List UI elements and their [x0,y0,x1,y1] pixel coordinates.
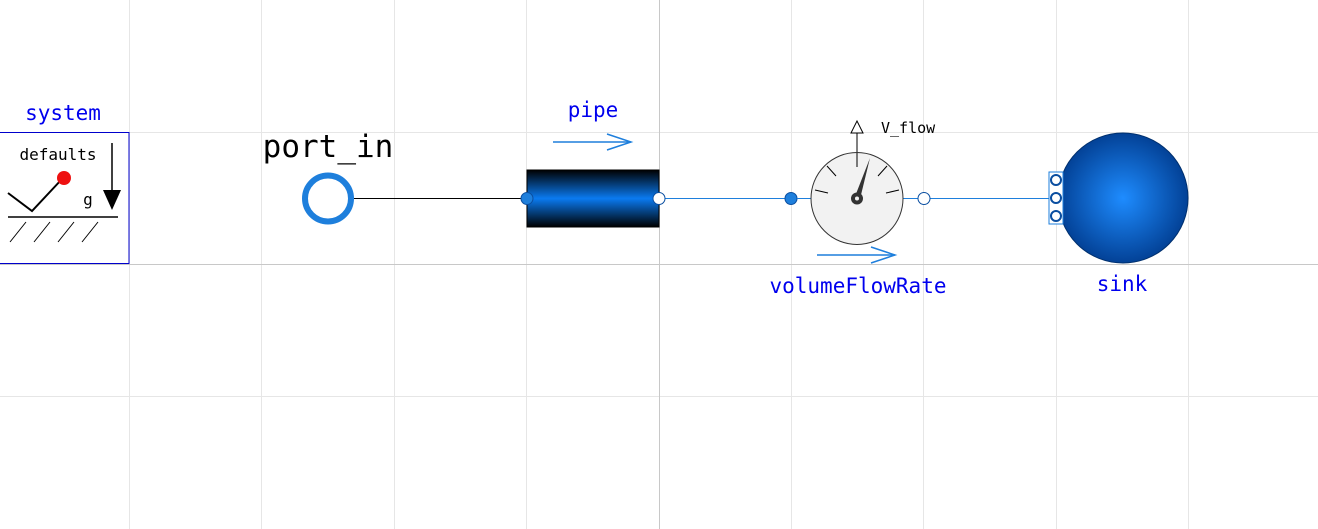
pipe-port-b[interactable] [652,192,666,205]
port-in-label: port_in [263,129,394,165]
system-pendulum-icon [7,178,63,213]
port-in-icon [302,172,354,225]
system-ground-hatch-icon [9,221,99,243]
volume-flow-rate-component[interactable]: V_flow volumeFlowRate [769,119,946,298]
system-defaults-text: defaults [19,145,96,164]
volume-flow-rate-label: volumeFlowRate [769,274,946,298]
sensor-needle-hub-center [855,196,859,201]
pipe-label: pipe [568,98,619,122]
pipe-component[interactable]: pipe [520,98,666,228]
pipe-body [526,169,660,228]
system-label: system [25,101,101,125]
pipe-flow-arrow-icon [553,133,634,151]
system-mass-icon [57,171,71,185]
sink-body-icon [1057,132,1189,264]
sink-port-2[interactable] [1050,192,1062,204]
v-flow-output-icon[interactable] [850,119,864,152]
system-g-text: g [83,190,93,209]
sink-port-1[interactable] [1050,174,1062,186]
system-component[interactable]: system defaults g [0,101,130,264]
pipe-port-a[interactable] [520,192,534,205]
sensor-port-b[interactable] [917,192,931,205]
v-flow-label: V_flow [881,119,936,137]
sensor-needle-icon [854,158,870,199]
sensor-flow-arrow-icon [817,246,898,264]
sink-component[interactable]: sink [1048,132,1189,296]
sink-port-3[interactable] [1050,210,1062,222]
sink-label: sink [1097,272,1148,296]
port-in-component[interactable]: port_in [263,129,394,225]
sensor-port-a[interactable] [784,192,798,205]
sensor-dial-ticks [814,153,900,194]
gravity-arrow-icon [103,143,121,210]
